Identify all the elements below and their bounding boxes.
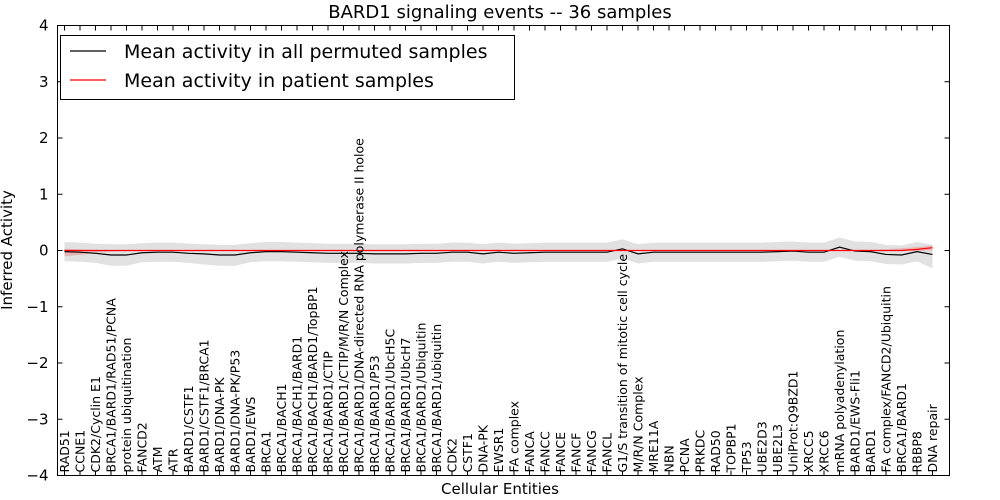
x-tick-label: FANCG xyxy=(584,430,599,472)
x-tick-label: M/R/N Complex xyxy=(631,376,646,472)
x-tick-label: FA complex/FANCD2/Ubiquitin xyxy=(879,286,894,472)
x-tick-label: CSTF1 xyxy=(460,433,475,472)
x-tick-label: CDK2/Cyclin E1 xyxy=(88,376,103,472)
y-tick-label: 3 xyxy=(39,73,49,91)
x-tick-label: UBE2L3 xyxy=(770,424,785,473)
x-tick-label: BRCA1 xyxy=(259,431,274,473)
series-lines xyxy=(64,246,933,256)
x-tick-label: G1/S transition of mitotic cell cycle xyxy=(615,254,630,473)
y-tick-label: 2 xyxy=(39,129,49,147)
x-tick-label: BRCA1/BARD1/RAD51/PCNA xyxy=(104,298,119,473)
plot-frame xyxy=(57,25,950,476)
x-tick-label: BARD1/CSTF1/BRCA1 xyxy=(197,339,212,472)
x-tick-label: mRNA polyadenylation xyxy=(832,330,847,473)
chart-title: BARD1 signaling events -- 36 samples xyxy=(328,2,672,23)
y-tick-label: −1 xyxy=(26,298,48,316)
x-tick-label: NBN xyxy=(662,445,677,472)
x-tick-label: ATR xyxy=(166,448,181,472)
y-tick-label: −3 xyxy=(26,410,48,428)
x-tick-label: BRCA1/BARD1/DNA-directed RNA polymerase … xyxy=(352,138,367,473)
x-tick-label: BRCA1/BACH1/BARD1 xyxy=(290,336,305,473)
x-tick-label: FANCD2 xyxy=(135,422,150,472)
legend-label-permuted: Mean activity in all permuted samples xyxy=(124,41,487,63)
x-tick-label: protein ubiquitination xyxy=(119,338,134,473)
band-series-0 xyxy=(64,237,933,269)
x-tick-label: PCNA xyxy=(677,438,692,473)
x-tick-label: RBBP8 xyxy=(910,431,925,472)
x-tick-label: XRCC6 xyxy=(817,430,832,472)
x-tick-label: FA complex xyxy=(507,401,522,473)
x-tick-label: BARD1/DNA-PK xyxy=(212,377,227,473)
x-tick-label: RAD51 xyxy=(57,430,72,472)
x-tick-label: ATM xyxy=(150,446,165,472)
x-tick-label: DNA-PK xyxy=(476,424,491,472)
x-tick-label: CDK2 xyxy=(445,438,460,473)
y-tick-label: 1 xyxy=(39,185,49,203)
x-tick-label: BRCA1/BARD1/UbcH5C xyxy=(383,329,398,473)
legend-label-patient: Mean activity in patient samples xyxy=(124,70,434,92)
x-tick-label: BARD1/DNA-PK/P53 xyxy=(228,350,243,473)
x-tick-label: EWSR1 xyxy=(491,428,506,473)
x-tick-label: UniProt:Q9BZD1 xyxy=(786,371,801,473)
x-tick-label: BARD1/CSTF1 xyxy=(181,385,196,472)
x-tick-label: XRCC5 xyxy=(801,430,816,472)
x-tick-label: BARD1/EWS xyxy=(243,397,258,473)
x-tick-label: RAD50 xyxy=(708,430,723,472)
x-axis-label: Cellular Entities xyxy=(441,480,559,498)
y-tick-label: 0 xyxy=(39,242,49,260)
x-tick-label: BRCA1/BARD1/CTIP/M/R/N Complex xyxy=(336,251,351,473)
legend-frame xyxy=(60,35,515,100)
x-tick-label: FANCE xyxy=(553,432,568,473)
x-tick-label: BRCA1/BARD1 xyxy=(894,383,909,472)
x-tick-label: BRCA1/BACH1/BARD1/TopBP1 xyxy=(305,286,320,472)
plot-area: RAD51 CCNE1 CDK2/Cyclin E1 BRCA1/BARD1/RAD5… xyxy=(26,17,950,485)
x-tick-labels: RAD51 CCNE1 CDK2/Cyclin E1 BRCA1/BARD1/RAD5… xyxy=(57,25,940,476)
y-tick-label: −2 xyxy=(26,354,48,372)
x-tick-label: BRCA1/BARD1/UbcH7 xyxy=(398,338,413,473)
y-tick-label: 4 xyxy=(39,17,49,35)
x-tick-label: PRKDC xyxy=(693,429,708,472)
y-tick-labels: −4 −3 −2 −1 0 1 2 3 4 xyxy=(26,17,950,485)
x-tick-label: DNA repair xyxy=(925,403,940,472)
y-tick-label: −4 xyxy=(26,467,48,485)
x-tick-label: TOPBP1 xyxy=(724,423,739,473)
x-tick-label: UBE2D3 xyxy=(755,421,770,472)
x-tick-label: FANCC xyxy=(538,431,553,473)
series-line-0 xyxy=(64,246,933,256)
x-tick-label: BARD1/EWS-Fli1 xyxy=(848,370,863,472)
x-tick-label: MRE11A xyxy=(646,420,661,472)
x-tick-label: TP53 xyxy=(739,441,754,473)
x-tick-label: FANCL xyxy=(600,433,615,473)
x-tick-label: BRCA1/BARD1/Ubiquitin xyxy=(414,323,429,473)
x-tick-label: BRCA1/BACH1 xyxy=(274,383,289,472)
x-tick-label: CCNE1 xyxy=(73,430,88,473)
x-tick-label: FANCF xyxy=(569,433,584,473)
x-tick-label: FANCA xyxy=(522,431,537,473)
legend: Mean activity in all permuted samples Me… xyxy=(60,35,515,100)
x-tick-label: BRCA1/BARD1/ubiquitin xyxy=(429,324,444,473)
series-line-1 xyxy=(64,247,933,252)
x-tick-label: BARD1 xyxy=(863,429,878,472)
x-tick-label: BRCA1/BARD1/CTIP xyxy=(321,351,336,473)
x-tick-label: BRCA1/BARD1/P53 xyxy=(367,355,382,472)
y-axis-label: Inferred Activity xyxy=(0,190,16,310)
